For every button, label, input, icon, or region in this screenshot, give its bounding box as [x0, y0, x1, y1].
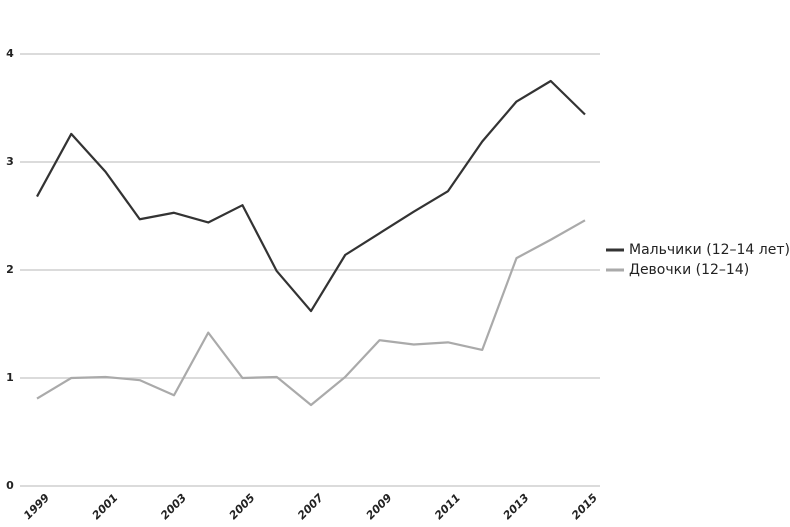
x-tick-label: 2013 [501, 491, 532, 522]
y-tick-label: 4 [6, 47, 14, 60]
x-tick-label: 2001 [90, 491, 121, 522]
x-tick-label: 2009 [364, 491, 395, 522]
series-line [36, 219, 586, 407]
y-tick-label: 2 [6, 263, 14, 276]
x-tick-label: 1999 [21, 491, 52, 522]
x-tick-label: 2005 [227, 491, 258, 522]
y-tick-label: 0 [6, 479, 14, 492]
x-tick-label: 2007 [295, 491, 326, 522]
series-line [36, 79, 586, 313]
x-tick-label: 2003 [158, 491, 189, 522]
x-tick-label: 2011 [432, 491, 463, 522]
legend-label: Мальчики (12–14 лет) [629, 242, 790, 258]
y-tick-label: 3 [6, 155, 14, 168]
x-tick-label: 2015 [569, 491, 600, 522]
legend-label: Девочки (12–14) [629, 262, 749, 278]
y-tick-label: 1 [6, 371, 14, 384]
